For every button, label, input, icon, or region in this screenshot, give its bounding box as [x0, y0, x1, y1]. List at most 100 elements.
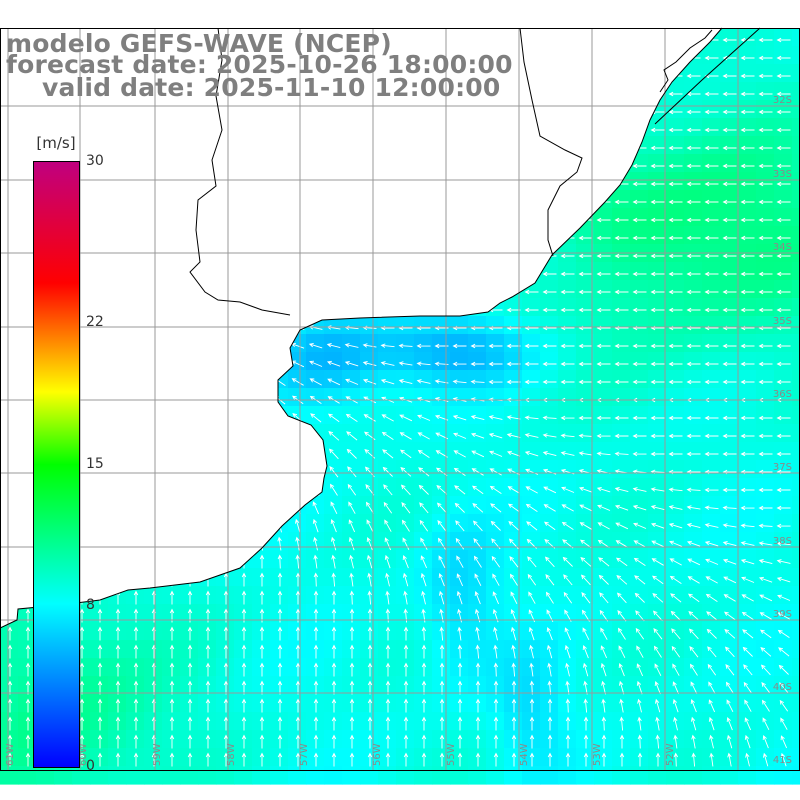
wind-cell — [324, 424, 343, 443]
wind-arrow — [722, 127, 737, 133]
wind-arrow — [614, 415, 629, 421]
wind-cell — [576, 370, 595, 389]
wind-arrow — [402, 572, 409, 587]
wind-cell — [486, 388, 505, 407]
wind-cell — [792, 226, 800, 245]
wind-cell — [144, 766, 163, 785]
wind-cell — [774, 406, 793, 425]
wind-arrow — [578, 379, 593, 385]
wind-cell — [504, 460, 523, 479]
wind-cell — [324, 352, 343, 371]
wind-arrow — [133, 644, 139, 659]
wind-arrow — [668, 109, 683, 115]
wind-cell — [756, 82, 775, 101]
wind-arrow — [511, 734, 517, 749]
wind-arrow — [547, 734, 553, 749]
wind-cell — [756, 64, 775, 83]
wind-cell — [306, 406, 325, 425]
wind-arrow — [722, 433, 737, 439]
wind-arrow — [707, 663, 717, 676]
wind-arrow — [776, 199, 791, 205]
wind-arrow — [668, 181, 683, 187]
wind-arrow — [776, 541, 791, 546]
wind-arrow — [542, 379, 557, 385]
wind-arrow — [493, 644, 498, 659]
wind-arrow — [704, 145, 719, 151]
wind-cell — [234, 748, 253, 767]
wind-cell — [270, 640, 289, 659]
wind-arrow — [776, 127, 791, 133]
wind-arrow — [401, 519, 410, 532]
wind-arrow — [619, 752, 625, 767]
wind-cell — [630, 280, 649, 299]
wind-arrow — [650, 379, 665, 385]
wind-arrow — [366, 519, 374, 533]
wind-cell — [342, 712, 361, 731]
wind-cell — [648, 172, 667, 191]
wind-arrow — [758, 55, 773, 61]
wind-arrow — [632, 451, 647, 457]
wind-cell — [594, 262, 613, 281]
wind-arrow — [578, 343, 593, 349]
wind-cell — [162, 748, 181, 767]
wind-cell — [756, 622, 775, 641]
wind-arrow — [421, 626, 427, 641]
wind-arrow — [223, 698, 229, 713]
wind-arrow — [205, 734, 211, 749]
wind-cell — [648, 568, 667, 587]
wind-arrow — [309, 360, 323, 367]
wind-arrow — [776, 451, 791, 457]
wind-arrow — [169, 734, 175, 749]
wind-arrow — [509, 555, 519, 568]
wind-cell — [450, 532, 469, 551]
wind-arrow — [545, 591, 554, 604]
wind-arrow — [722, 37, 737, 43]
wind-cell — [792, 370, 800, 389]
wind-arrow — [7, 662, 13, 677]
wind-cell — [414, 712, 433, 731]
wind-arrow — [560, 361, 575, 367]
wind-arrow — [471, 468, 484, 476]
wind-cell — [414, 370, 433, 389]
wind-cell — [522, 514, 541, 533]
wind-arrow — [563, 591, 573, 604]
wind-cell — [324, 460, 343, 479]
wind-arrow — [687, 593, 700, 603]
wind-arrow — [529, 716, 535, 731]
wind-cell — [684, 406, 703, 425]
wind-cell — [720, 442, 739, 461]
wind-cell — [558, 766, 577, 785]
wind-cell — [702, 370, 721, 389]
wind-arrow — [511, 698, 517, 713]
wind-cell — [540, 460, 559, 479]
wind-arrow — [97, 662, 103, 677]
wind-cell — [666, 568, 685, 587]
wind-arrow — [7, 626, 13, 641]
wind-cell — [360, 730, 379, 749]
wind-arrow — [259, 716, 265, 731]
wind-cell — [702, 352, 721, 371]
wind-cell — [0, 622, 19, 641]
wind-cell — [450, 334, 469, 353]
wind-cell — [252, 766, 271, 785]
wind-arrow — [724, 629, 736, 639]
wind-arrow — [187, 716, 193, 731]
wind-arrow — [259, 590, 265, 605]
wind-arrow — [601, 752, 607, 767]
wind-cell — [504, 730, 523, 749]
wind-cell — [252, 748, 271, 767]
wind-cell — [360, 388, 379, 407]
wind-cell — [324, 748, 343, 767]
wind-cell — [684, 532, 703, 551]
wind-arrow — [542, 271, 557, 277]
wind-arrow — [759, 612, 772, 620]
wind-arrow — [457, 680, 463, 695]
wind-arrow — [704, 109, 719, 115]
wind-arrow — [614, 289, 629, 295]
wind-cell — [576, 622, 595, 641]
wind-arrow — [668, 505, 683, 510]
wind-arrow — [709, 752, 714, 767]
wind-arrow — [722, 541, 737, 547]
wind-cell — [756, 478, 775, 497]
wind-arrow — [619, 698, 624, 713]
